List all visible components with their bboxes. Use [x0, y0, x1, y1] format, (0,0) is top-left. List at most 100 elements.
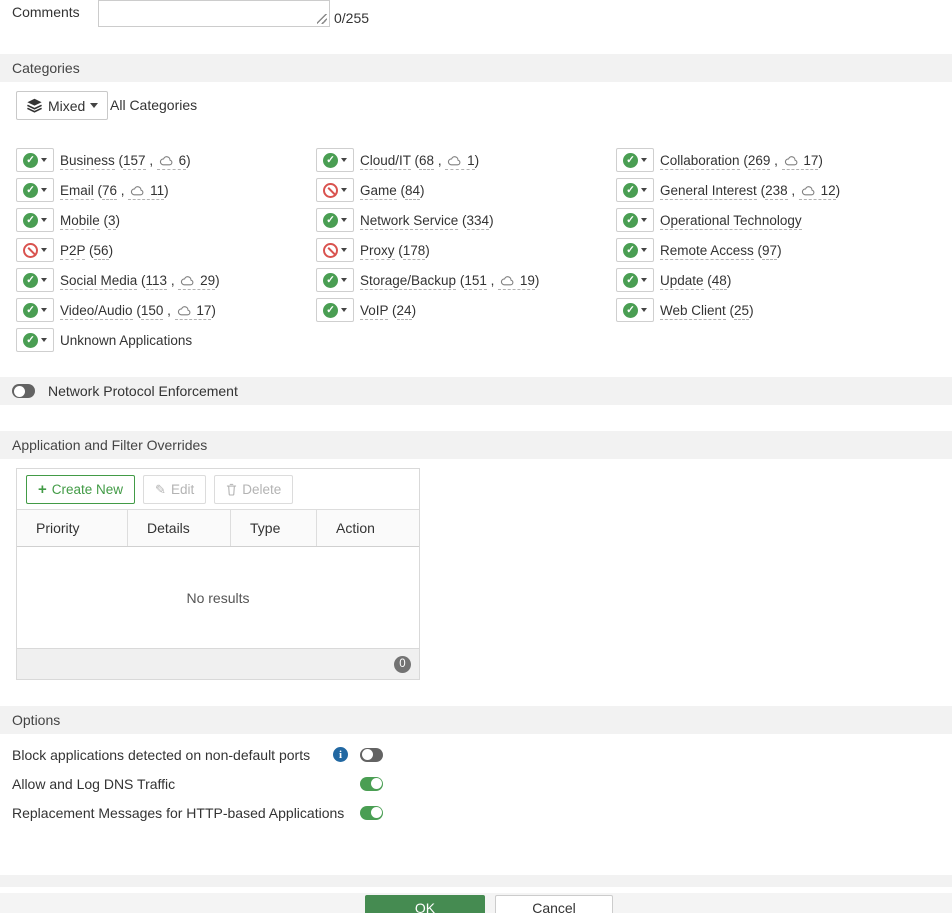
delete-label: Delete: [242, 481, 282, 497]
category-action-dropdown[interactable]: [16, 268, 54, 292]
chevron-down-icon: [90, 103, 99, 108]
comments-input[interactable]: [98, 0, 330, 27]
option-toggle-on[interactable]: [360, 805, 383, 820]
category-name[interactable]: Network Service: [360, 212, 459, 230]
category-count: 56: [93, 242, 109, 260]
category-counts: (76 , 11): [93, 182, 169, 200]
category-count: 238: [765, 182, 788, 200]
option-label: Block applications detected on non-defau…: [12, 746, 311, 763]
cloud-count: 17: [781, 152, 819, 170]
cloud-icon: [501, 275, 514, 285]
category-counts: (334): [458, 212, 494, 230]
category-item-mobile: Mobile (3): [16, 205, 316, 235]
chevron-down-icon: [641, 278, 647, 282]
mixed-dropdown-button[interactable]: Mixed: [16, 91, 109, 120]
category-name[interactable]: Email: [60, 182, 94, 200]
allow-icon: [23, 152, 38, 168]
options-list: Block applications detected on non-defau…: [12, 740, 532, 827]
category-action-dropdown[interactable]: [616, 208, 654, 232]
category-item-p2p: P2P (56): [16, 235, 316, 265]
block-icon: [323, 182, 338, 198]
category-action-dropdown[interactable]: [316, 178, 354, 202]
create-new-button[interactable]: + Create New: [26, 474, 136, 504]
category-counts: (56): [85, 242, 114, 260]
category-action-dropdown[interactable]: [16, 328, 54, 352]
category-count: 178: [402, 242, 426, 260]
option-toggle-off[interactable]: [360, 747, 383, 762]
category-action-dropdown[interactable]: [16, 238, 54, 262]
delete-button[interactable]: Delete: [214, 474, 294, 504]
cloud-count: 11: [128, 182, 165, 200]
category-action-dropdown[interactable]: [16, 208, 54, 232]
category-name[interactable]: Cloud/IT: [360, 152, 411, 170]
allow-icon: [23, 272, 38, 288]
category-action-dropdown[interactable]: [316, 298, 354, 322]
options-section-header: Options: [0, 706, 952, 734]
category-action-dropdown[interactable]: [316, 268, 354, 292]
category-count: 97: [762, 242, 778, 260]
allow-icon: [323, 302, 338, 318]
category-name[interactable]: Business: [60, 152, 115, 170]
cancel-button[interactable]: Cancel: [495, 895, 613, 913]
category-name[interactable]: Remote Access: [660, 242, 754, 260]
chevron-down-icon: [41, 278, 47, 282]
category-name[interactable]: Update: [660, 272, 704, 290]
category-action-dropdown[interactable]: [616, 148, 654, 172]
category-name[interactable]: Proxy: [360, 242, 395, 260]
cloud-icon: [131, 185, 144, 195]
empty-results-text: No results: [186, 589, 250, 606]
category-name[interactable]: Game: [360, 182, 397, 200]
ok-button[interactable]: OK: [365, 895, 485, 913]
edit-button[interactable]: ✎ Edit: [143, 474, 207, 504]
category-name[interactable]: Mobile: [60, 212, 100, 230]
category-name[interactable]: P2P: [60, 242, 86, 260]
category-name[interactable]: General Interest: [660, 182, 757, 200]
overrides-section-title: Application and Filter Overrides: [12, 437, 208, 453]
network-protocol-toggle[interactable]: [12, 384, 35, 398]
category-action-dropdown[interactable]: [16, 298, 54, 322]
option-row: Replacement Messages for HTTP-based Appl…: [12, 798, 532, 827]
category-name[interactable]: Storage/Backup: [360, 272, 457, 290]
row-count-badge: 0: [394, 655, 411, 673]
category-action-dropdown[interactable]: [16, 178, 54, 202]
category-action-dropdown[interactable]: [616, 268, 654, 292]
chevron-down-icon: [41, 188, 47, 192]
category-name[interactable]: Web Client: [660, 302, 726, 320]
category-name[interactable]: Operational Technology: [660, 212, 802, 230]
cloud-count: 29: [178, 272, 216, 290]
category-counts: (48): [703, 272, 732, 290]
category-name[interactable]: VoIP: [360, 302, 389, 320]
chevron-down-icon: [341, 308, 347, 312]
category-action-dropdown[interactable]: [16, 148, 54, 172]
option-row: Allow and Log DNS Traffic: [12, 769, 532, 798]
chevron-down-icon: [41, 308, 47, 312]
category-count: 150: [140, 302, 164, 320]
category-action-dropdown[interactable]: [616, 298, 654, 322]
options-section-title: Options: [12, 712, 61, 728]
category-counts: (151 , 19): [456, 272, 540, 290]
category-name[interactable]: Social Media: [60, 272, 138, 290]
toggle-knob: [370, 778, 382, 789]
category-name[interactable]: Collaboration: [660, 152, 740, 170]
category-action-dropdown[interactable]: [616, 238, 654, 262]
category-item-update: Update (48): [616, 265, 916, 295]
categories-column: Cloud/IT (68 , 1) Game (84) Network Serv…: [316, 145, 616, 325]
category-count: 68: [419, 152, 435, 170]
category-count: 151: [464, 272, 487, 290]
category-action-dropdown[interactable]: [316, 238, 354, 262]
category-action-dropdown[interactable]: [616, 178, 654, 202]
category-action-dropdown[interactable]: [316, 148, 354, 172]
category-item-unknown-applications: Unknown Applications: [16, 325, 316, 355]
chevron-down-icon: [41, 158, 47, 162]
chevron-down-icon: [641, 188, 647, 192]
mixed-button-label: Mixed: [48, 97, 86, 114]
info-icon[interactable]: i: [333, 747, 348, 762]
layers-icon: [27, 98, 42, 113]
option-toggle-on[interactable]: [360, 776, 383, 791]
chevron-down-icon: [341, 248, 347, 252]
category-action-dropdown[interactable]: [316, 208, 354, 232]
category-name[interactable]: Video/Audio: [60, 302, 133, 320]
overrides-toolbar: + Create New ✎ Edit Delete: [17, 469, 419, 509]
category-item-cloud-it: Cloud/IT (68 , 1): [316, 145, 616, 175]
